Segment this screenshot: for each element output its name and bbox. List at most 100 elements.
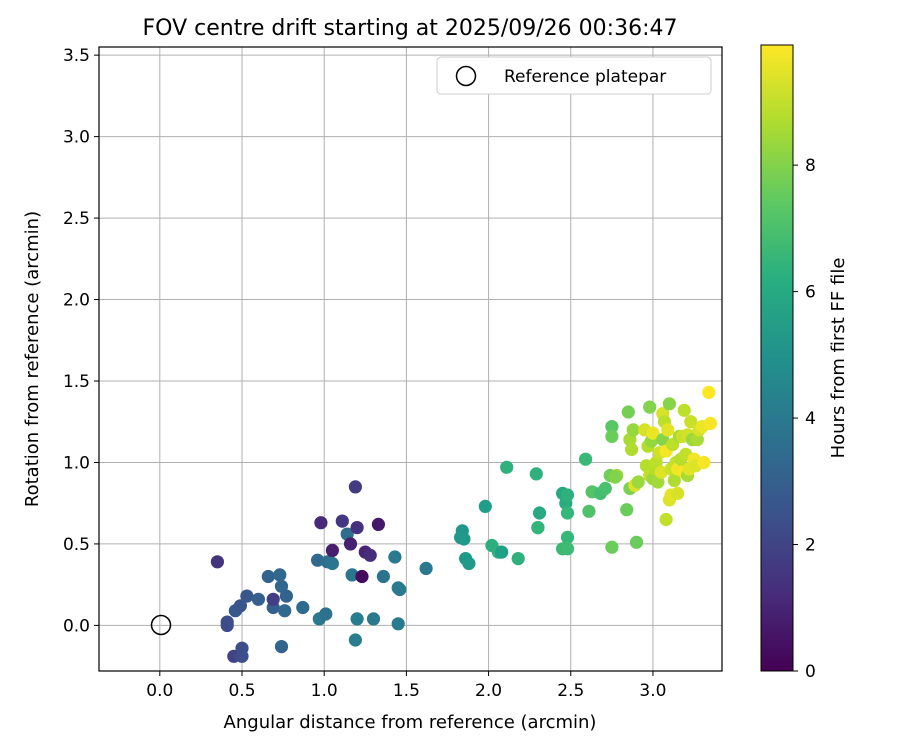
scatter-point xyxy=(391,617,405,631)
scatter-point xyxy=(355,569,369,584)
x-tick-label: 3.0 xyxy=(639,681,666,701)
colorbar-tick-label: 2 xyxy=(805,536,816,556)
scatter-point xyxy=(500,460,514,474)
scatter-point xyxy=(626,423,640,437)
scatter-point xyxy=(643,400,657,414)
scatter-point xyxy=(703,416,718,430)
scatter-point xyxy=(376,569,390,584)
y-tick-label: 0.5 xyxy=(63,535,90,555)
scatter-point xyxy=(350,612,364,626)
scatter-point xyxy=(314,516,328,530)
scatter-point xyxy=(702,385,716,399)
x-tick-label: 1.0 xyxy=(311,681,338,701)
scatter-point xyxy=(279,589,293,603)
scatter-point xyxy=(462,556,476,571)
scatter-point xyxy=(335,514,349,528)
scatter-point xyxy=(560,506,575,520)
x-tick-label: 0.5 xyxy=(228,681,255,701)
y-axis-ticks: 0.0 0.5 1.0 1.5 2.0 2.5 3.0 3.5 xyxy=(63,46,99,636)
scatter-point xyxy=(345,568,359,582)
scatter-point xyxy=(605,540,619,554)
x-tick-label: 0.0 xyxy=(146,681,173,701)
legend-marker xyxy=(455,65,477,87)
scatter-point xyxy=(311,553,325,567)
scatter-point xyxy=(579,452,593,466)
y-tick-label: 3.5 xyxy=(63,46,90,66)
scatter-point xyxy=(646,426,660,440)
scatter-point xyxy=(235,649,249,663)
scatter-point xyxy=(350,521,364,535)
scatter-point xyxy=(560,542,575,556)
scatter-point xyxy=(529,467,543,481)
scatter-point xyxy=(697,455,711,470)
scatter-point xyxy=(363,548,377,562)
scatter-point xyxy=(662,397,677,411)
colorbar-label: Hours from first FF file xyxy=(828,258,849,459)
scatter-point xyxy=(325,543,339,558)
scatter-point xyxy=(661,423,675,437)
x-axis-label: Angular distance from reference (arcmin) xyxy=(224,712,597,733)
x-tick-label: 2.5 xyxy=(557,681,584,701)
x-axis-ticks: 0.0 0.5 1.0 1.5 2.0 2.5 3.0 xyxy=(146,671,666,701)
x-tick-label: 1.5 xyxy=(393,681,420,701)
scatter-point xyxy=(233,599,247,613)
scatter-point xyxy=(274,640,289,654)
scatter-point xyxy=(319,607,333,621)
scatter-point xyxy=(393,582,407,597)
scatter-point xyxy=(261,569,275,584)
scatter-point xyxy=(605,429,619,443)
scatter-point xyxy=(625,442,639,456)
scatter-point xyxy=(598,481,612,496)
scatter-point xyxy=(348,480,362,494)
scatter-point xyxy=(419,561,433,576)
y-axis-label: Rotation from reference (arcmin) xyxy=(22,211,43,507)
colorbar-tick-label: 6 xyxy=(805,283,816,303)
y-tick-label: 2.0 xyxy=(63,291,90,311)
scatter-point xyxy=(366,612,381,626)
scatter-point xyxy=(240,589,254,603)
y-tick-label: 1.5 xyxy=(63,372,90,392)
colorbar-tick-label: 4 xyxy=(805,409,816,429)
legend-label: Reference platepar xyxy=(504,67,666,87)
grid-lines xyxy=(99,47,722,671)
scatter-point xyxy=(532,506,547,520)
scatter-point xyxy=(531,521,545,535)
scatter-point xyxy=(278,604,292,618)
scatter-point xyxy=(560,488,575,502)
scatter-point xyxy=(296,600,310,615)
scatter-point xyxy=(210,555,224,569)
scatter-point xyxy=(620,503,634,517)
colorbar-ticks: 0 2 4 6 8 xyxy=(793,156,816,682)
legend-box xyxy=(436,56,712,95)
scatter-point xyxy=(629,535,644,549)
scatter-point xyxy=(560,530,575,545)
colorbar-tick-label: 8 xyxy=(805,156,816,176)
scatter-point xyxy=(608,470,622,484)
legend: Reference platepar xyxy=(436,56,712,95)
scatter-point xyxy=(605,420,619,434)
scatter-point xyxy=(667,473,681,487)
y-tick-label: 3.0 xyxy=(63,128,90,148)
plot-frame xyxy=(98,46,723,672)
y-tick-label: 2.5 xyxy=(63,209,90,229)
scatter-point xyxy=(371,517,385,532)
scatter-point xyxy=(582,504,596,518)
scatter-point xyxy=(325,556,339,571)
chart-title: FOV centre drift starting at 2025/09/26 … xyxy=(143,16,678,41)
scatter-point xyxy=(220,618,234,633)
colorbar: 0 2 4 6 8 Hours from first FF file xyxy=(760,44,849,682)
reference-platepar-marker xyxy=(150,614,172,636)
y-tick-label: 1.0 xyxy=(63,453,90,473)
scatter-point xyxy=(677,403,691,417)
scatter-point xyxy=(631,475,645,489)
scatter-point xyxy=(457,532,471,546)
scatter-point xyxy=(621,405,635,419)
data-points xyxy=(210,385,718,663)
scatter-point xyxy=(684,415,698,429)
colorbar-gradient xyxy=(760,44,794,672)
y-tick-label: 0.0 xyxy=(63,616,90,636)
scatter-point xyxy=(251,592,265,606)
scatter-point xyxy=(659,512,673,527)
scatter-point xyxy=(274,579,289,593)
